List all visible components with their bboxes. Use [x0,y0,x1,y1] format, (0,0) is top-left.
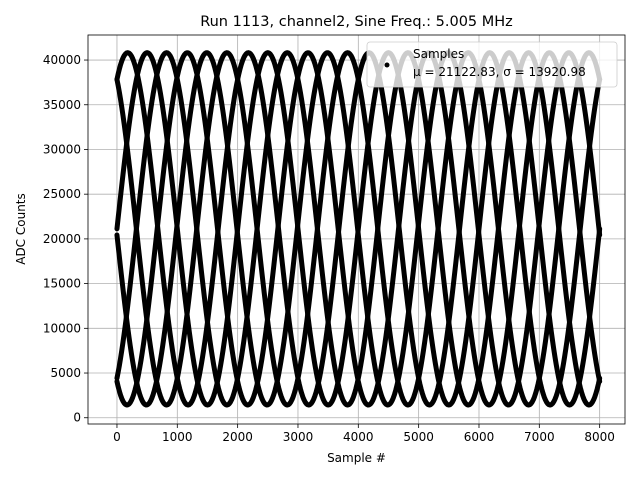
y-tick-label: 15000 [43,277,81,291]
y-tick-label: 40000 [43,53,81,67]
legend-box [366,41,618,88]
legend-marker [384,62,390,68]
y-axis-label: ADC Counts [14,193,28,265]
y-tick-label: 25000 [43,187,81,201]
legend: Samples μ = 21122.83, σ = 13920.98 [366,41,618,88]
legend-series-name: Samples [413,47,464,61]
x-axis-label: Sample # [327,451,386,465]
plot-area-frame [87,34,626,425]
x-tick-label: 7000 [524,430,555,444]
y-tick-label: 30000 [43,142,81,156]
x-axis-ticks: 0 1000 2000 3000 4000 5000 6000 7000 8000 [113,424,615,444]
x-tick-label: 5000 [403,430,434,444]
y-tick-label: 10000 [43,321,81,335]
y-axis-ticks: 0 5000 10000 15000 20000 25000 30000 35000 40000 [43,53,88,425]
x-tick-label: 8000 [584,430,615,444]
y-tick-label: 35000 [43,98,81,112]
chart-title: Run 1113, channel2, Sine Freq.: 5.005 MH… [200,14,513,30]
x-tick-label: 4000 [343,430,374,444]
x-tick-label: 6000 [464,430,495,444]
y-tick-label: 20000 [43,232,81,246]
legend-series-stats: μ = 21122.83, σ = 13920.98 [413,65,586,79]
x-tick-label: 0 [113,430,121,444]
x-tick-label: 3000 [283,430,314,444]
sample-trace [114,50,603,408]
x-tick-label: 2000 [222,430,253,444]
x-tick-label: 1000 [162,430,193,444]
y-tick-label: 0 [73,411,81,425]
y-tick-label: 5000 [50,366,81,380]
